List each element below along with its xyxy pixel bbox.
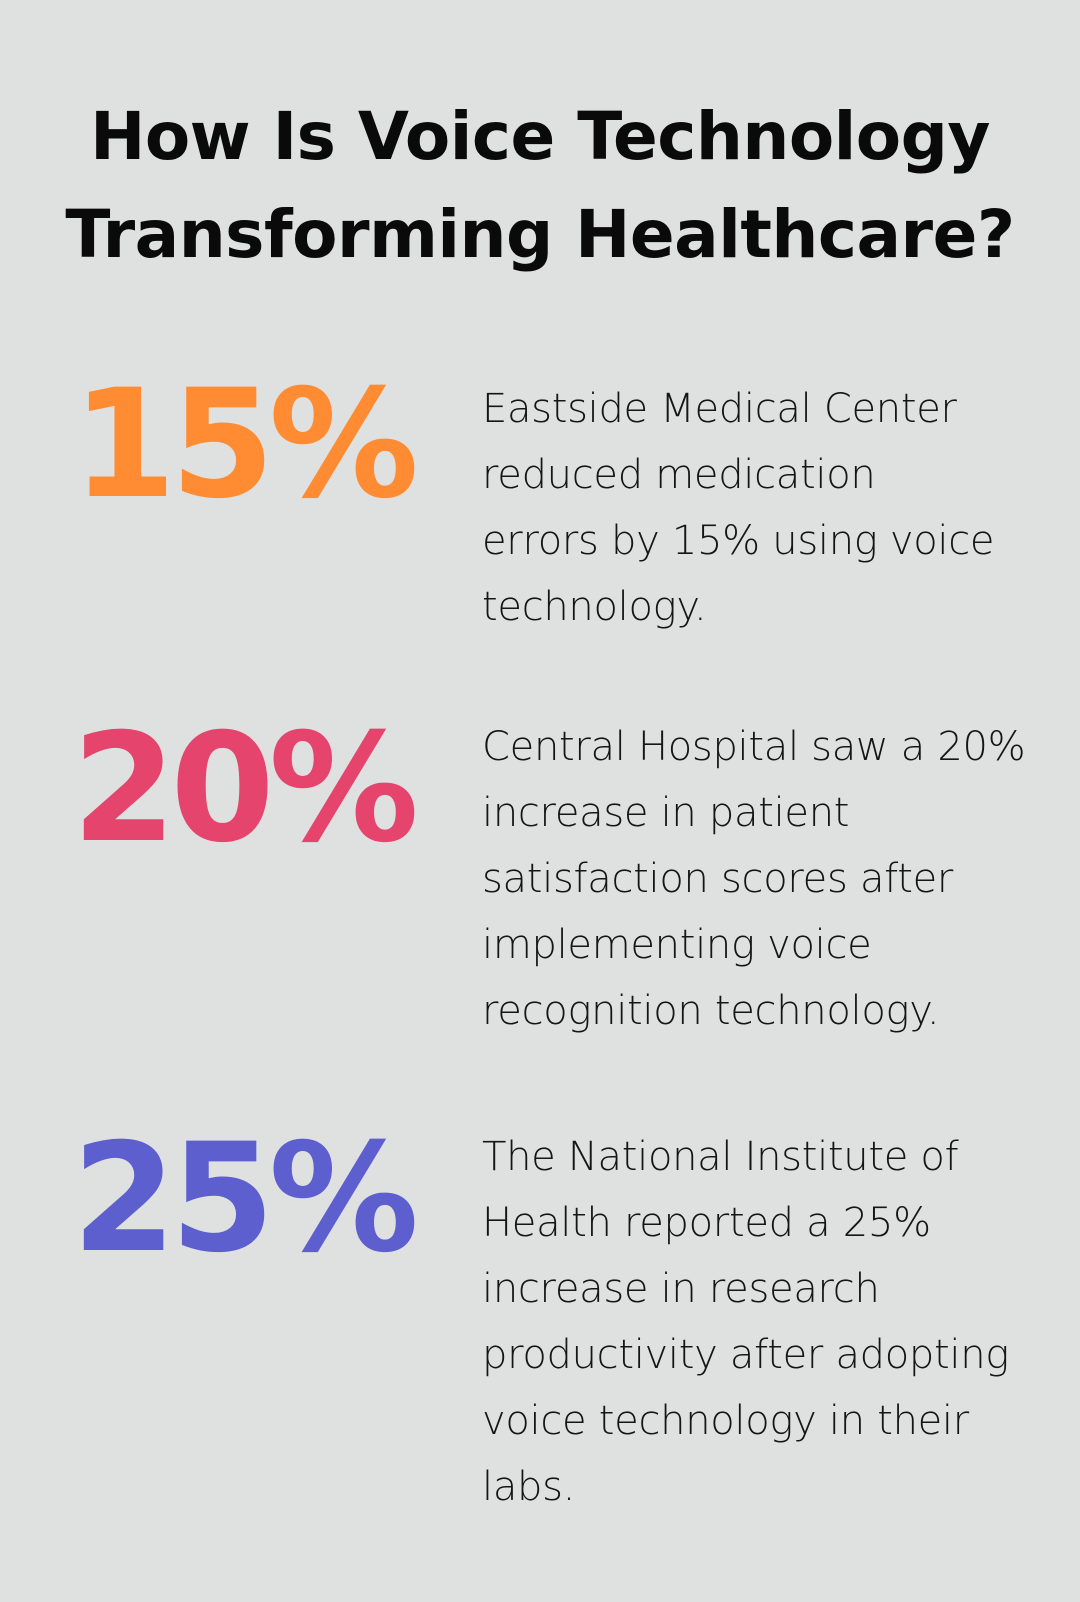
page-title: How Is Voice Technology Transforming Hea… — [0, 88, 1080, 284]
title-line-1: How Is Voice Technology — [90, 98, 990, 175]
stat-description: The National Institute of Health reporte… — [482, 1134, 1009, 1510]
title-line-2: Transforming Healthcare? — [65, 196, 1015, 273]
stat-value: 20% — [71, 702, 419, 876]
stat-value: 15% — [71, 358, 419, 532]
stat-value: 25% — [71, 1112, 419, 1286]
stat-description: Central Hospital saw a 20% increase in p… — [482, 724, 1026, 1034]
stat-description: Eastside Medical Center reduced medicati… — [482, 386, 995, 630]
